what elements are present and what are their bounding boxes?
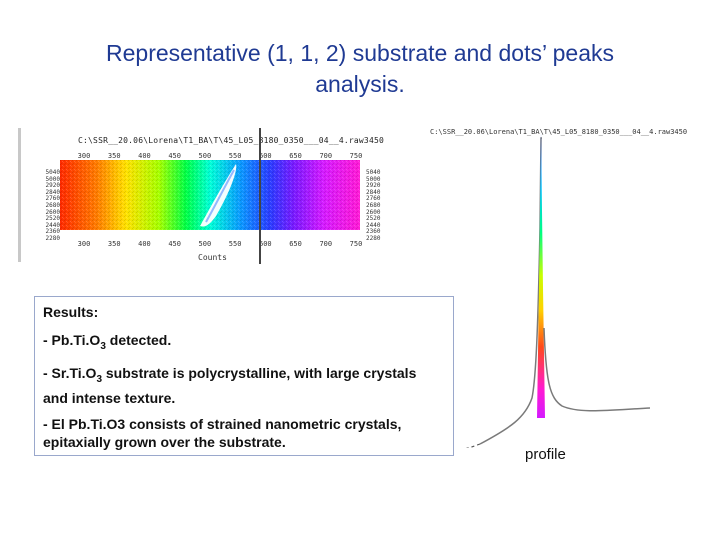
result-item-3: - El Pb.Ti.O3 consists of strained nanom…: [43, 415, 402, 450]
map-left-ticks: 5040 5000 2920 2840 2760 2680 2600 2520 2440 2360…: [30, 169, 60, 241]
map-right-tick: 5040: [366, 169, 381, 176]
map-top-tick: 700: [319, 152, 333, 160]
map-cursor-line: [259, 128, 261, 264]
map-bottom-tick: 700: [319, 240, 333, 248]
map-bottom-tick: 300: [77, 240, 91, 248]
map-right-tick: 5000: [366, 175, 381, 183]
map-left-tick: 2520: [45, 215, 60, 223]
map-left-tick: 5000: [45, 175, 60, 183]
map-left-tick: 2760: [45, 195, 60, 203]
map-left-tick: 2360: [45, 228, 60, 236]
map-top-tick: 650: [289, 152, 302, 160]
result-item-1: - Pb.Ti.O3 detected.: [43, 331, 445, 356]
results-heading: Results:: [43, 304, 99, 320]
map-top-tick: 300: [77, 152, 91, 160]
diffraction-map-image: [60, 160, 360, 230]
map-left-tick: 2840: [45, 188, 60, 196]
profile-file-label: C:\SSR__20.06\Lorena\T1_BA\T\45_L05_8180…: [430, 128, 688, 136]
map-bottom-tick: 750: [349, 240, 363, 248]
slide-title: Representative (1, 1, 2) substrate and d…: [40, 38, 680, 100]
map-top-ticks: 300 350 400 450 500 550 600 650 700 750: [60, 152, 363, 162]
map-bottom-tick: 500: [198, 240, 212, 248]
result-item-2-sub: 3: [96, 373, 102, 385]
map-left-tick: 2440: [45, 221, 60, 229]
map-bottom-tick: 650: [289, 240, 302, 248]
result-item-2-tail: substrate is polycrystalline, with large…: [43, 364, 417, 406]
map-right-tick: 2440: [366, 221, 381, 229]
map-bottom-tick: 400: [138, 240, 151, 248]
map-left-tick: 5040: [45, 169, 60, 176]
diffraction-map: [60, 160, 360, 230]
map-top-tick: 550: [228, 152, 242, 160]
slide-title-line2: analysis.: [315, 71, 405, 97]
map-x-axis-label: Counts: [198, 253, 227, 262]
profile-curve-left: [479, 137, 542, 445]
map-top-tick: 600: [259, 152, 272, 160]
map-left-tick: 2600: [45, 208, 60, 216]
map-top-tick: 750: [349, 152, 363, 160]
result-item-1-sub: 3: [100, 340, 106, 352]
map-bottom-ticks: 300 350 400 450 500 550 600 650 700 750: [60, 240, 363, 250]
slide-title-line1: Representative (1, 1, 2) substrate and d…: [106, 40, 614, 66]
map-right-tick: 2840: [366, 188, 381, 196]
map-top-tick: 350: [107, 152, 121, 160]
result-item-2: - Sr.Ti.O3 substrate is polycrystalline,…: [43, 364, 445, 407]
profile-peak: [537, 133, 545, 418]
map-left-tick: 2680: [45, 201, 60, 209]
map-bottom-tick: 600: [259, 240, 272, 248]
result-item-1-text: - Pb.Ti.O: [43, 332, 101, 348]
profile-curve-right: [543, 327, 651, 412]
map-right-tick: 2280: [366, 234, 381, 242]
result-item-1-tail: detected.: [105, 332, 172, 348]
map-right-ticks: 5040 5000 2920 2840 2760 2680 2600 2520 2440 2360…: [366, 169, 396, 241]
map-right-tick: 2600: [366, 208, 381, 216]
results-box: Results: - Pb.Ti.O3 detected. - Sr.Ti.O3…: [34, 296, 454, 456]
profile-label: profile: [525, 446, 566, 463]
map-left-tick: 2280: [45, 234, 60, 242]
map-top-tick: 500: [198, 152, 212, 160]
map-bottom-tick: 450: [168, 240, 181, 248]
intensity-profile: [465, 133, 651, 448]
map-right-tick: 2360: [366, 228, 381, 236]
map-right-tick: 2920: [366, 182, 381, 190]
map-bottom-tick: 550: [228, 240, 242, 248]
map-left-tick: 2920: [45, 182, 60, 190]
map-right-tick: 2760: [366, 195, 381, 203]
profile-dashed-tail: [465, 443, 481, 448]
map-right-tick: 2680: [366, 201, 381, 209]
result-item-2-text: - Sr.Ti.O: [43, 364, 97, 381]
map-top-tick: 450: [168, 152, 181, 160]
left-divider: [18, 128, 21, 262]
map-right-tick: 2520: [366, 215, 381, 223]
map-bottom-tick: 350: [107, 240, 121, 248]
map-top-tick: 400: [138, 152, 151, 160]
map-file-label: C:\SSR__20.06\Lorena\T1_BA\T\45_L05_8180…: [78, 136, 385, 145]
